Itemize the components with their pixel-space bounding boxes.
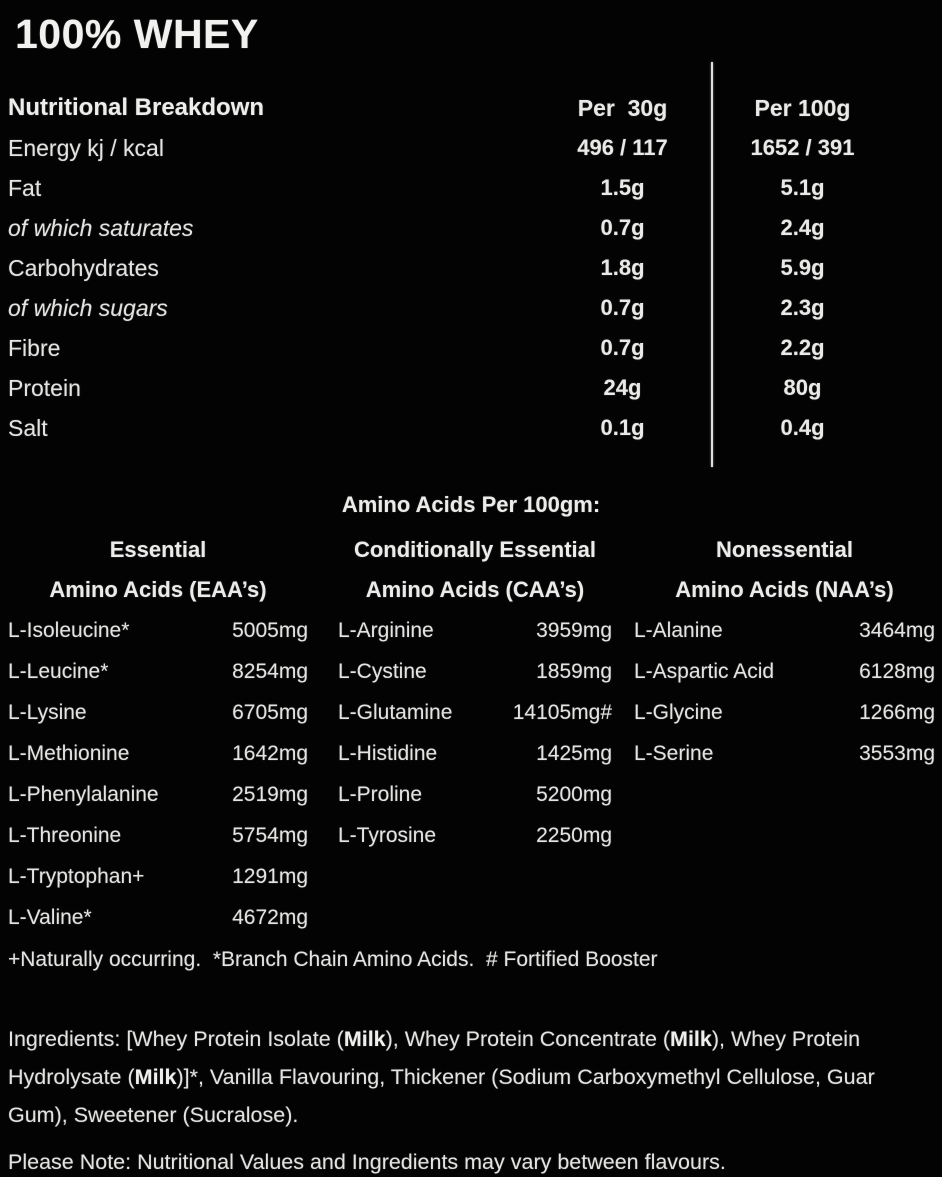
nutrient-label: Fibre [8,334,61,361]
table-row: Salt 0.1g 0.4g [8,408,942,448]
amino-name: L-Methionine [8,741,130,765]
value-per30: 496 / 117 [577,135,668,160]
amino-group-conditionally-essential: Conditionally Essential Amino Acids (CAA… [338,530,612,610]
nutrient-label: Protein [8,374,81,401]
amino-name: L-Arginine [338,618,434,642]
amino-section-title: Amino Acids Per 100gm: [341,492,601,517]
nutrition-header-row: Nutritional Breakdown Per 30g Per 100g [8,88,942,128]
amino-group-headers: Essential Amino Acids (EAA’s) Conditiona… [0,530,942,610]
flavour-note: Please Note: Nutritional Values and Ingr… [8,1150,726,1174]
value-per30: 24g [603,375,642,400]
group-subtitle: Amino Acids (CAA’s) [365,577,585,602]
nutrition-header-label: Nutritional Breakdown [8,94,265,121]
amino-value: 1266mg [859,700,935,724]
nutrition-header-per30: Per 30g [577,94,668,121]
amino-name: L-Alanine [634,618,723,642]
amino-value: 5200mg [536,782,612,806]
group-subtitle: Amino Acids (NAA’s) [675,577,894,602]
table-row: Fibre 0.7g 2.2g [8,328,942,368]
table-row: Protein 24g 80g [8,368,942,408]
amino-value: 3464mg [859,618,935,642]
amino-value: 1425mg [536,741,612,765]
table-row: Fat 1.5g 5.1g [8,168,942,208]
amino-name: L-Lysine [8,700,87,724]
value-per30: 1.8g [600,255,645,280]
value-per100: 5.9g [780,255,825,280]
amino-name: L-Glycine [634,700,723,724]
amino-row: L-Isoleucine* 5005mg L-Arginine 3959mg L… [8,610,942,651]
nutrient-label: Fat [8,174,42,201]
nutrient-label: Energy kj / kcal [8,134,164,161]
value-per30: 0.7g [600,335,645,360]
amino-value: 3553mg [859,741,935,765]
amino-name: L-Leucine* [8,659,109,683]
amino-row: L-Lysine 6705mg L-Glutamine 14105mg# L-G… [8,692,942,733]
value-per30: 1.5g [600,175,645,200]
amino-name: L-Tyrosine [338,823,437,847]
group-title: Nonessential [716,537,853,562]
table-row: Carbohydrates 1.8g 5.9g [8,248,942,288]
amino-name: L-Glutamine [338,700,453,724]
amino-value: 1859mg [536,659,612,683]
value-per100: 80g [783,375,822,400]
table-row: Energy kj / kcal 496 / 117 1652 / 391 [8,128,942,168]
nutrition-table: Nutritional Breakdown Per 30g Per 100g E… [0,88,942,448]
amino-value: 2250mg [536,823,612,847]
amino-group-nonessential: Nonessential Amino Acids (NAA’s) [634,530,935,610]
group-title: Essential [109,537,207,562]
value-per30: 0.7g [600,215,645,240]
nutrient-label: of which saturates [8,214,194,241]
nutrient-label: of which sugars [8,294,168,321]
amino-value: 3959mg [536,618,612,642]
amino-name: L-Phenylalanine [8,782,159,806]
nutrient-label: Salt [8,414,48,441]
value-per100: 2.2g [780,335,825,360]
amino-name: L-Serine [634,741,714,765]
amino-group-essential: Essential Amino Acids (EAA’s) [8,530,308,610]
amino-value: 6128mg [859,659,935,683]
amino-row: L-Leucine* 8254mg L-Cystine 1859mg L-Asp… [8,651,942,692]
nutrient-label: Carbohydrates [8,254,159,281]
amino-value: 2519mg [232,782,308,806]
amino-name: L-Cystine [338,659,427,683]
amino-value: 1291mg [232,864,308,888]
amino-name: L-Tryptophan+ [8,864,145,888]
amino-row: L-Tryptophan+ 1291mg [8,856,942,897]
nutrition-header-per100: Per 100g [754,94,851,121]
group-subtitle: Amino Acids (EAA’s) [49,577,267,602]
amino-table: L-Isoleucine* 5005mg L-Arginine 3959mg L… [0,610,942,938]
amino-value: 5005mg [232,618,308,642]
amino-value: 8254mg [232,659,308,683]
value-per30: 0.1g [600,415,645,440]
amino-name: L-Isoleucine* [8,618,130,642]
amino-name: L-Aspartic Acid [634,659,775,683]
amino-footnote: +Naturally occurring. *Branch Chain Amin… [8,948,658,971]
amino-name: L-Threonine [8,823,122,847]
amino-value: 1642mg [232,741,308,765]
value-per30: 0.7g [600,295,645,320]
amino-name: L-Histidine [338,741,438,765]
amino-name: L-Proline [338,782,423,806]
amino-row: L-Phenylalanine 2519mg L-Proline 5200mg [8,774,942,815]
amino-row: L-Threonine 5754mg L-Tyrosine 2250mg [8,815,942,856]
amino-value: 14105mg# [512,700,612,724]
amino-value: 5754mg [232,823,308,847]
product-title: 100% WHEY [15,11,259,57]
amino-row: L-Valine* 4672mg [8,897,942,938]
table-row: of which sugars 0.7g 2.3g [8,288,942,328]
amino-row: L-Methionine 1642mg L-Histidine 1425mg L… [8,733,942,774]
ingredients-paragraph: Ingredients: [Whey Protein Isolate (Milk… [8,1027,875,1127]
value-per100: 5.1g [780,175,825,200]
value-per100: 2.4g [780,215,825,240]
table-row: of which saturates 0.7g 2.4g [8,208,942,248]
amino-value: 4672mg [232,905,308,929]
group-title: Conditionally Essential [353,537,597,562]
column-divider [711,62,713,467]
amino-name: L-Valine* [8,905,92,929]
value-per100: 1652 / 391 [750,135,855,160]
value-per100: 0.4g [780,415,825,440]
amino-value: 6705mg [232,700,308,724]
value-per100: 2.3g [780,295,825,320]
